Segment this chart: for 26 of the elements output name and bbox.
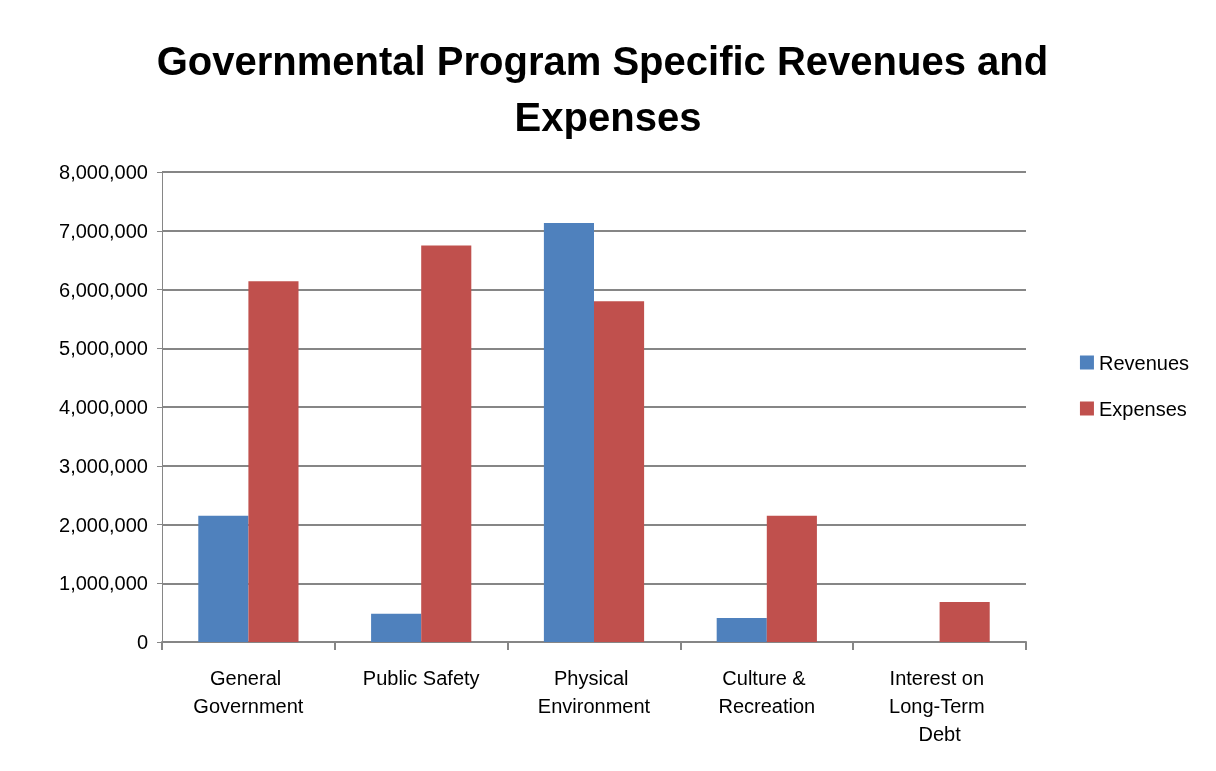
y-tick-label: 8,000,000 [59, 161, 148, 183]
y-tick-label: 6,000,000 [59, 278, 148, 301]
legend-label: Expenses [1098, 397, 1187, 420]
y-tick-label: 1,000,000 [59, 572, 148, 595]
x-tick-label: Physical Environment [537, 667, 651, 717]
bar [716, 617, 767, 642]
y-tick-label: 4,000,000 [59, 396, 148, 418]
bar [421, 245, 472, 642]
bar [766, 515, 817, 642]
y-tick-label: 7,000,000 [59, 219, 148, 242]
x-tick-label: Interest on Long-Term Debt [889, 667, 991, 745]
y-tick-label: 2,000,000 [59, 513, 148, 536]
y-tick-label: 3,000,000 [59, 454, 148, 477]
bar [371, 613, 422, 642]
bar [543, 223, 594, 642]
y-tick-label: 0 [136, 631, 148, 653]
bar [594, 301, 645, 642]
bar [198, 515, 249, 642]
chart-title: Governmental Program Specific Revenues and Expenses [156, 39, 1060, 139]
bar [939, 602, 990, 642]
legend-label: Revenues [1098, 351, 1189, 374]
y-tick-label: 5,000,000 [59, 337, 148, 360]
x-tick-label: Public Safety [362, 667, 480, 689]
x-tick-label: Culture & Recreation [718, 667, 816, 717]
x-tick-label: General Government [193, 667, 304, 717]
bar [248, 281, 299, 642]
